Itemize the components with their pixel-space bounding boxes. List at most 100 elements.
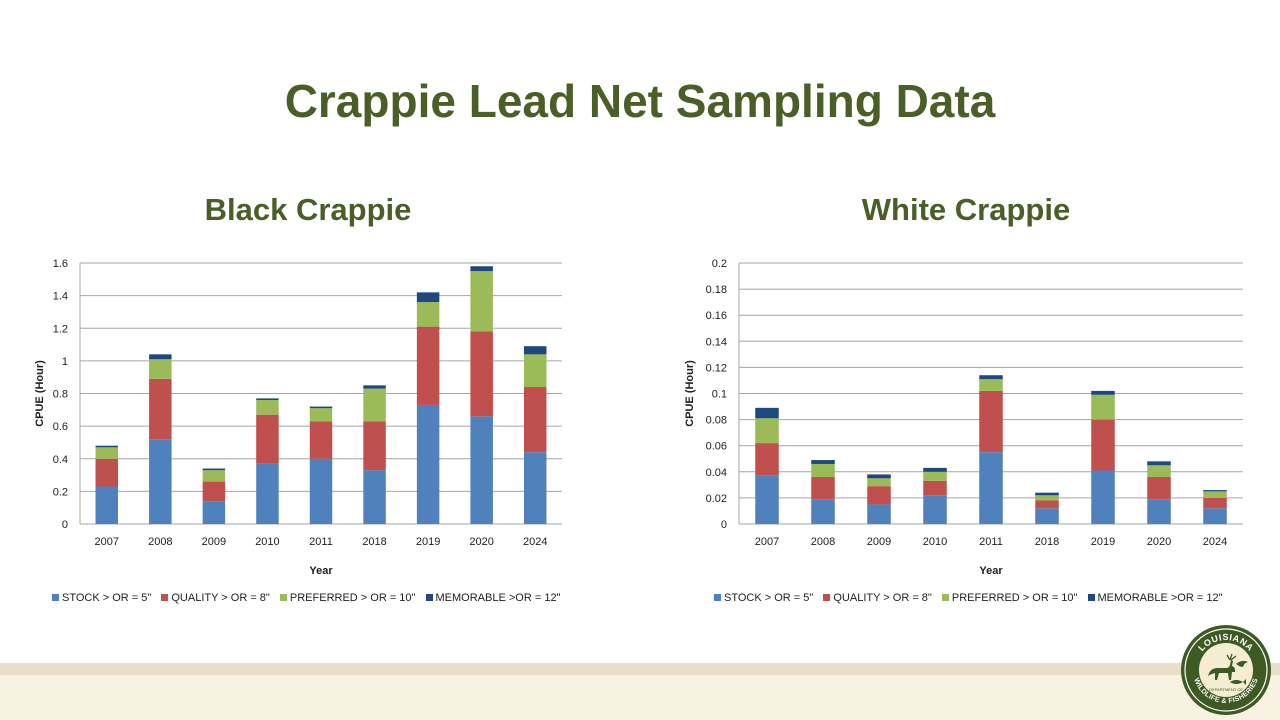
bar-segment-stock-2024 xyxy=(1203,508,1227,524)
bar-segment-preferred-2008 xyxy=(149,359,172,379)
bar-segment-quality-2024 xyxy=(1203,497,1227,509)
bar-segment-stock-2007 xyxy=(755,475,779,524)
x-tick-label: 2018 xyxy=(1035,536,1059,548)
white-crappie-chart: 0 0.02 0.04 0.06 0.08 0.1 0.12 0.14 0.16 0.18 0.2 2… xyxy=(684,258,1243,577)
bar-segment-preferred-2009 xyxy=(202,470,226,482)
x-tick-label: 2024 xyxy=(523,536,547,548)
bar-segment-preferred-2011 xyxy=(309,408,333,422)
bar-segment-memorable-2008 xyxy=(149,354,172,360)
logo-center-text: DEPARTMENT OF xyxy=(1209,687,1243,692)
bar-segment-stock-2010 xyxy=(256,463,279,524)
legend-label-stock: STOCK > OR = 5" xyxy=(724,592,814,604)
bar-segment-stock-2018 xyxy=(363,470,386,524)
y-tick-label: 0.6 xyxy=(53,421,68,433)
x-tick-label: 2007 xyxy=(755,536,779,548)
page-title: Crappie Lead Net Sampling Data xyxy=(284,75,996,127)
x-tick-label: 2010 xyxy=(923,536,947,548)
bar-segment-quality-2007 xyxy=(755,443,779,476)
y-tick-labels: 0 0.02 0.04 0.06 0.08 0.1 0.12 0.14 0.16 0.18 0.2 xyxy=(706,258,727,531)
bar-segment-stock-2018 xyxy=(1035,508,1059,524)
bar-segment-preferred-2024 xyxy=(523,354,547,387)
legend-label-preferred: PREFERRED > OR = 10" xyxy=(289,592,416,604)
bar-segment-stock-2019 xyxy=(416,404,440,524)
x-tick-labels: 2007 2008 2009 2010 2011 2018 2019 2020 2024 xyxy=(755,536,1227,548)
legend-item-quality: QUALITY > OR = 8" xyxy=(161,592,270,604)
bar-segment-memorable-2011 xyxy=(309,406,333,409)
x-tick-label: 2019 xyxy=(1091,536,1115,548)
bar-segment-preferred-2019 xyxy=(1091,394,1115,420)
x-tick-label: 2019 xyxy=(416,536,440,548)
y-axis-title: CPUE (Hour) xyxy=(34,360,46,427)
bar-segment-stock-2008 xyxy=(811,499,835,524)
bar-segment-quality-2024 xyxy=(523,386,547,453)
x-tick-label: 2008 xyxy=(148,536,172,548)
white-crappie-chart-title: White Crappie xyxy=(861,192,1071,227)
y-tick-label: 0 xyxy=(62,519,68,531)
y-tick-label: 0.8 xyxy=(53,389,68,401)
y-tick-label: 0.12 xyxy=(706,362,727,374)
bar-segment-stock-2020 xyxy=(1147,499,1171,524)
legend-swatch-stock xyxy=(52,594,59,601)
bar-segment-stock-2010 xyxy=(923,495,947,524)
bar-segment-memorable-2010 xyxy=(256,398,279,401)
x-tick-label: 2009 xyxy=(867,536,891,548)
y-tick-label: 0.18 xyxy=(706,284,727,296)
bar-segment-quality-2011 xyxy=(979,390,1003,453)
legend-swatch-memorable xyxy=(425,594,433,601)
legend-label-memorable: MEMORABLE >OR = 12" xyxy=(1097,592,1223,604)
bar-segment-preferred-2010 xyxy=(923,471,947,481)
legend-label-quality: QUALITY > OR = 8" xyxy=(171,592,270,604)
bar-segment-memorable-2011 xyxy=(979,375,1003,380)
footer-band xyxy=(0,663,1280,675)
black-crappie-chart-title: Black Crappie xyxy=(204,192,412,227)
bar-segment-stock-2011 xyxy=(309,458,333,524)
y-tick-label: 0.1 xyxy=(712,389,727,401)
bar-segment-memorable-2020 xyxy=(1147,461,1171,466)
legend-item-stock: STOCK > OR = 5" xyxy=(714,592,813,604)
y-tick-label: 0.16 xyxy=(706,310,727,322)
bar-segment-memorable-2007 xyxy=(95,445,119,448)
bar-segment-quality-2010 xyxy=(923,480,947,496)
bar-segment-preferred-2011 xyxy=(979,379,1003,391)
bar-segment-quality-2009 xyxy=(867,486,891,505)
legend-swatch-memorable xyxy=(1087,594,1095,601)
bar-segment-stock-2008 xyxy=(149,439,172,524)
bar-segment-quality-2008 xyxy=(149,378,172,440)
bar-segment-quality-2008 xyxy=(811,477,835,500)
legend-item-stock: STOCK > OR = 5" xyxy=(52,592,151,604)
bar-segment-stock-2009 xyxy=(867,504,891,524)
bar-segment-quality-2018 xyxy=(363,421,386,471)
y-tick-label: 0.14 xyxy=(706,336,727,348)
legend-swatch-preferred xyxy=(279,594,287,601)
bar-segment-memorable-2009 xyxy=(867,474,891,479)
x-tick-label: 2020 xyxy=(469,536,493,548)
bar-segment-memorable-2019 xyxy=(416,292,440,303)
bar-segment-stock-2009 xyxy=(202,501,226,524)
bar-segment-memorable-2018 xyxy=(1035,492,1059,496)
y-tick-label: 0.02 xyxy=(706,493,727,505)
x-tick-label: 2020 xyxy=(1147,536,1171,548)
bar-segment-preferred-2008 xyxy=(811,463,835,478)
bar-segment-preferred-2007 xyxy=(755,418,779,444)
y-tick-labels: 0 0.2 0.4 0.6 0.8 1 1.2 1.4 1.6 xyxy=(53,258,68,531)
bar-segment-preferred-2020 xyxy=(1147,465,1171,478)
bar-segment-quality-2020 xyxy=(470,331,493,417)
bar-segment-memorable-2008 xyxy=(811,460,835,464)
bar-segment-stock-2024 xyxy=(523,452,547,524)
bars xyxy=(755,375,1227,524)
bar-segment-preferred-2019 xyxy=(416,302,440,327)
footer xyxy=(0,675,1280,720)
x-tick-label: 2008 xyxy=(811,536,835,548)
y-tick-label: 1.2 xyxy=(53,323,68,335)
bar-segment-quality-2009 xyxy=(202,481,226,502)
x-tick-label: 2010 xyxy=(255,536,279,548)
y-tick-label: 0.06 xyxy=(706,441,727,453)
bar-segment-preferred-2010 xyxy=(256,400,279,415)
bar-segment-stock-2007 xyxy=(95,486,119,524)
bar-segment-preferred-2018 xyxy=(1035,495,1059,501)
bar-segment-stock-2011 xyxy=(979,452,1003,524)
legend-swatch-quality xyxy=(161,594,169,601)
y-axis-title: CPUE (Hour) xyxy=(684,360,696,427)
y-tick-label: 0.2 xyxy=(712,258,727,270)
